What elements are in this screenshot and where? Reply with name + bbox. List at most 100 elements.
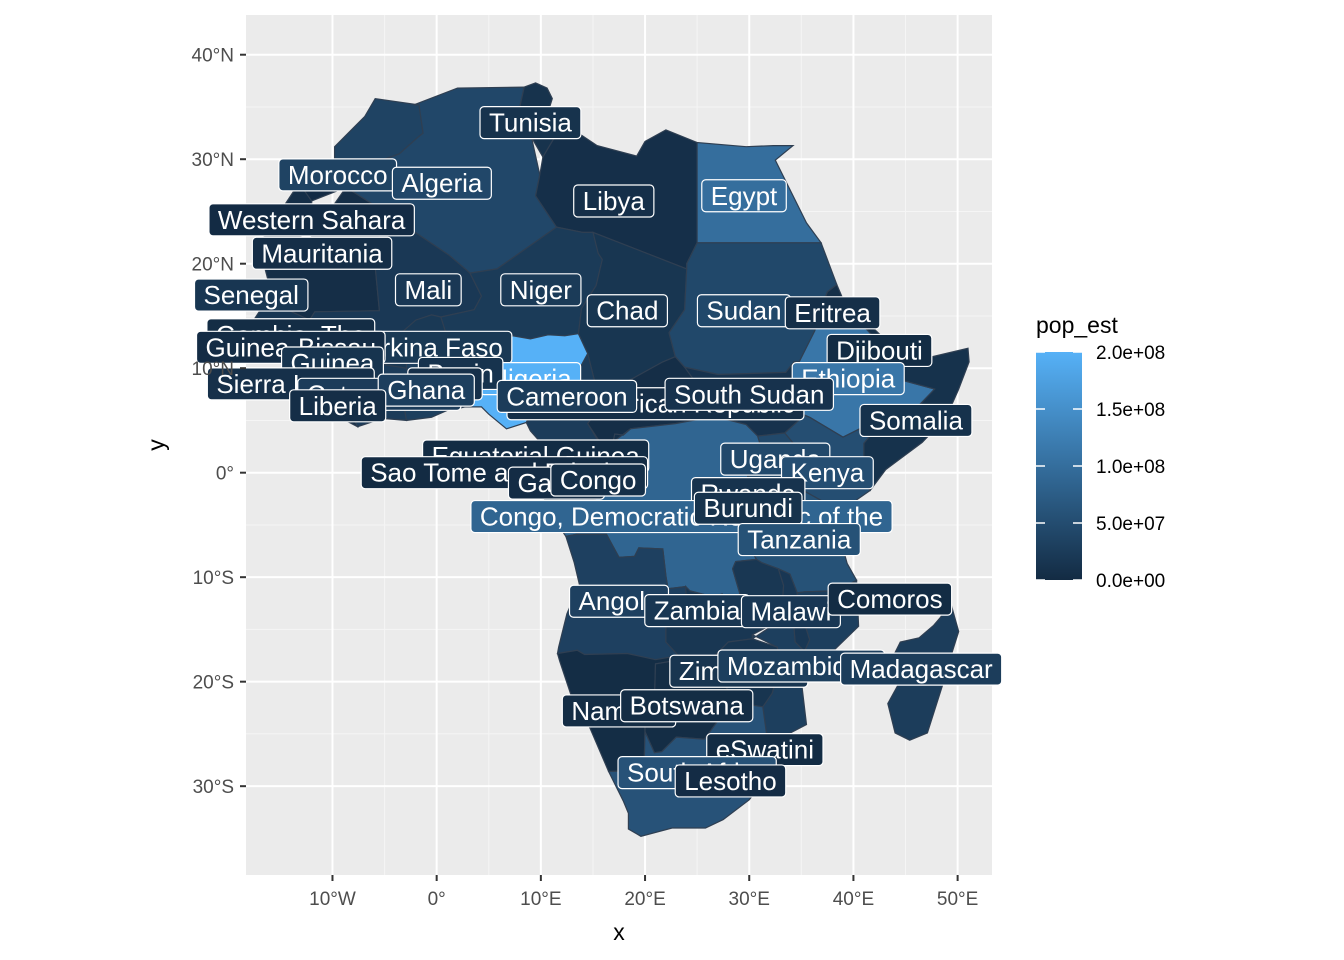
country-label-box (208, 203, 415, 237)
y-tick-label: 20°N (192, 255, 234, 276)
country-label-text: Cameroon (506, 381, 627, 411)
country-label: Mali (394, 273, 462, 307)
country-label-box (479, 106, 582, 140)
country-label: Djibouti (826, 333, 933, 368)
country-label-text: Niger (510, 275, 572, 305)
y-tick-label: 30°S (193, 777, 234, 798)
country-label: Tanzania (737, 522, 861, 557)
x-tick-label: 10°W (309, 889, 356, 910)
country-label-text: Somalia (869, 405, 963, 435)
country-label: Cameroon (496, 379, 638, 414)
country-label: Zambia (644, 594, 751, 628)
country-label-text: Congo (560, 465, 637, 495)
country-label-box (500, 273, 582, 307)
country-label: Burundi (693, 491, 803, 525)
country-label-box (620, 689, 754, 723)
legend-break-label: 2.0e+08 (1096, 343, 1165, 364)
country-label: Sudan (696, 294, 792, 328)
country-label-text: Djibouti (836, 335, 923, 365)
country-label-box (674, 764, 787, 798)
country-label-box (289, 389, 387, 423)
country-label-text: Ghana (387, 375, 466, 405)
country-label: Libya (573, 184, 655, 218)
country-label: Algeria (391, 166, 492, 200)
country-label: Madagascar (840, 652, 1003, 686)
country-label-text: Lesotho (684, 766, 777, 796)
country-label-box (664, 377, 835, 411)
country-label: Egypt (701, 179, 787, 213)
legend-breaks: 2.0e+08 1.5e+08 1.0e+08 5.0e+07 0.0e+00 (1036, 343, 1165, 592)
y-tick-label: 10°S (193, 568, 234, 589)
x-tick-label: 0° (428, 889, 446, 910)
country-labels: Tunisia Morocco Algeria Libya Egypt Western S… (193, 106, 1003, 798)
country-label-text: Senegal (203, 280, 298, 310)
country-label: Niger (500, 273, 582, 307)
country-label-box (573, 184, 655, 218)
country-label-box (496, 379, 638, 414)
country-label-text: Tanzania (747, 525, 852, 555)
legend-break-label: 1.5e+08 (1096, 400, 1165, 421)
country-label-text: Madagascar (850, 654, 993, 684)
country-label: Lesotho (674, 764, 787, 798)
x-tick-label: 30°E (729, 889, 770, 910)
country-label-text: Comoros (837, 584, 942, 614)
country-label-text: Burundi (703, 493, 793, 523)
country-label: Mauritania (251, 236, 393, 270)
country-label: Botswana (620, 689, 754, 723)
legend-break-label: 0.0e+00 (1096, 571, 1165, 592)
country-label: South Sudan (664, 377, 835, 411)
y-tick-label: 40°N (192, 46, 234, 67)
country-label-text: Eritrea (794, 298, 871, 328)
country-label-text: Algeria (401, 168, 482, 198)
country-label: Comoros (827, 582, 953, 616)
country-label-text: Morocco (288, 160, 388, 190)
country-label-text: Chad (596, 296, 658, 326)
legend: pop_est 2.0e+08 1.5e+08 1.0e+08 5.0e+07 0.0e… (1036, 312, 1165, 592)
country-label-text: South Sudan (674, 379, 824, 409)
country-label-text: Tunisia (489, 108, 572, 138)
country-label-box (394, 273, 462, 307)
x-tick-label: 50°E (937, 889, 978, 910)
country-label: Congo (550, 463, 647, 497)
country-label: Chad (586, 294, 669, 328)
y-axis: 40°N 30°N 20°N 10°N 0° 10°S 20°S 30°S (192, 46, 246, 798)
country-label-text: Sudan (706, 296, 781, 326)
country-label: Western Sahara (208, 203, 415, 237)
country-label: Tunisia (479, 106, 582, 140)
country-label-text: Mauritania (261, 238, 383, 268)
y-axis-title: y (143, 439, 169, 451)
country-label-box (840, 652, 1003, 686)
country-label-text: Malawi (750, 597, 831, 627)
y-tick-label: 30°N (192, 150, 234, 171)
legend-break-label: 5.0e+07 (1096, 514, 1165, 535)
x-tick-label: 10°E (520, 889, 561, 910)
country-label-text: Botswana (630, 691, 745, 721)
legend-title: pop_est (1036, 312, 1118, 338)
country-label-box (550, 463, 647, 497)
y-tick-label: 10°N (192, 359, 234, 380)
country-label-text: Mali (404, 275, 452, 305)
country-label: Morocco (278, 158, 398, 192)
country-label: Ghana (377, 373, 475, 407)
legend-break-label: 1.0e+08 (1096, 457, 1165, 478)
y-tick-label: 0° (216, 464, 234, 485)
x-tick-label: 20°E (624, 889, 665, 910)
x-axis-title: x (613, 919, 625, 945)
country-label: Somalia (859, 403, 973, 438)
country-label: Senegal (193, 278, 309, 312)
country-label-box (701, 179, 787, 213)
country-label-text: Libya (583, 186, 646, 216)
country-label-text: Western Sahara (218, 205, 406, 235)
country-label-box (859, 403, 973, 438)
country-label: Liberia (289, 389, 387, 423)
y-tick-label: 20°S (193, 673, 234, 694)
country-label-box (784, 296, 881, 330)
country-label: Malawi (740, 595, 841, 629)
country-label-text: Liberia (299, 391, 378, 421)
x-axis: 10°W 0° 10°E 20°E 30°E 40°E 50°E (309, 875, 978, 910)
country-label-box (827, 582, 953, 616)
country-label: Eritrea (784, 296, 881, 330)
country-label-text: Zambia (654, 596, 741, 626)
